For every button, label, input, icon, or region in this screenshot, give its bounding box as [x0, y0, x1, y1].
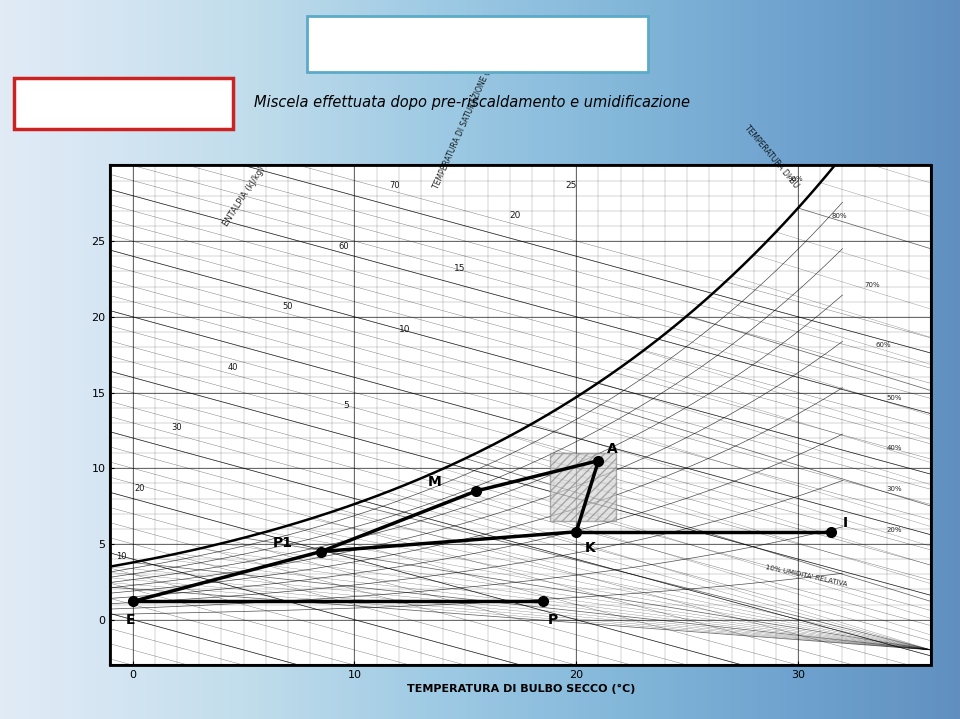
Text: 50: 50: [282, 302, 293, 311]
Text: Miscela effettuata dopo pre-riscaldamento e umidificazione: Miscela effettuata dopo pre-riscaldament…: [254, 96, 690, 110]
Text: 5: 5: [344, 400, 349, 410]
Text: TEMPERATURA DI SATURAZIONE (°C): TEMPERATURA DI SATURAZIONE (°C): [432, 59, 497, 190]
Text: 50%: 50%: [887, 395, 902, 401]
Text: 10: 10: [398, 325, 410, 334]
Text: 10: 10: [116, 552, 127, 561]
Text: 80%: 80%: [831, 214, 847, 219]
Text: 20%: 20%: [887, 527, 902, 533]
Text: P1: P1: [273, 536, 293, 550]
Text: P: P: [547, 613, 558, 627]
Text: TEMPERATURA DI BU: TEMPERATURA DI BU: [743, 124, 801, 190]
Text: 60%: 60%: [876, 342, 892, 348]
Text: 15: 15: [454, 265, 466, 273]
X-axis label: TEMPERATURA DI BULBO SECCO (°C): TEMPERATURA DI BULBO SECCO (°C): [407, 684, 635, 694]
Text: ENTALPIA (kJ/kg): ENTALPIA (kJ/kg): [222, 165, 267, 228]
Text: 10% UMIDITA' RELATIVA: 10% UMIDITA' RELATIVA: [765, 564, 848, 587]
Text: 40: 40: [228, 363, 238, 372]
Text: 30%: 30%: [887, 486, 902, 492]
Text: M: M: [427, 475, 442, 490]
Text: 20: 20: [134, 484, 145, 493]
Text: K: K: [586, 541, 596, 554]
Bar: [550, 453, 616, 521]
Text: 70: 70: [389, 181, 399, 190]
Text: 60: 60: [338, 242, 348, 251]
Text: Impianti a tutt’aria: Impianti a tutt’aria: [366, 32, 590, 52]
Text: A: A: [608, 442, 618, 456]
Text: 20: 20: [510, 211, 521, 220]
Text: 30: 30: [172, 423, 182, 432]
Text: I: I: [843, 516, 848, 531]
Text: 70%: 70%: [865, 282, 880, 288]
Text: 25: 25: [565, 181, 577, 190]
Text: 40%: 40%: [887, 445, 902, 451]
Text: 90%: 90%: [787, 175, 803, 181]
Text: CASO INVERNALE: CASO INVERNALE: [38, 93, 209, 112]
Text: E: E: [126, 613, 135, 627]
